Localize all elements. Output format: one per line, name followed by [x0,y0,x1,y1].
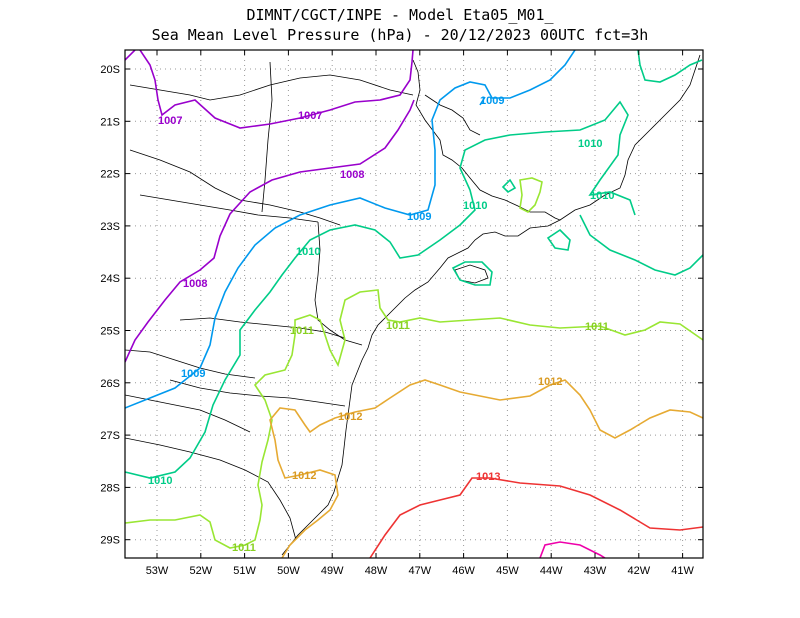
state-border-3 [139,194,319,223]
lat-label: 22S [100,169,120,181]
isobar-1010-a [125,100,636,479]
lon-label: 44W [540,565,563,577]
lat-label: 23S [100,221,120,233]
contour-label: 1010 [148,475,172,487]
lon-label: 41W [671,565,694,577]
lon-label: 43W [584,565,607,577]
contour-label: 1010 [578,138,602,150]
contour-label: 1010 [296,246,320,258]
isobar-1011-b [519,177,543,213]
coastline-and-borders [125,54,701,556]
isobar-1013 [369,477,703,558]
state-border-4 [261,61,273,213]
lat-label: 26S [100,378,120,390]
contour-label: 1012 [338,411,362,423]
isobar-1011-a [125,289,703,549]
contour-label: 1011 [386,320,410,332]
state-border-5 [314,221,363,346]
contour-label: 1012 [538,376,562,388]
lat-label: 20S [100,64,120,76]
lon-label: 47W [408,565,431,577]
isobar-1014 [539,541,606,558]
lon-label: 49W [321,565,344,577]
state-border-7 [169,379,346,407]
river-2 [424,94,481,136]
lon-label: 42W [627,565,650,577]
lon-label: 50W [277,565,300,577]
contour-label: 1011 [585,321,609,333]
map-title-line2: Sea Mean Level Pressure (hPa) - 20/12/20… [151,26,649,44]
isobar-contours [125,50,703,558]
contour-labels: 1007 1007 1008 1008 1009 1009 1009 1010 … [148,95,614,554]
lon-label: 52W [189,565,212,577]
contour-label: 1007 [298,110,322,122]
lat-label: 25S [100,326,120,338]
isobar-1007-b [125,50,136,61]
latitude-labels: 20S 21S 22S 23S 24S 25S 26S 27S 28S 29S [100,64,120,547]
map-frame [124,49,704,559]
state-border-6 [179,317,346,339]
longitude-labels: 53W 52W 51W 50W 49W 48W 47W 46W 45W 44W 43W 42W 41W [146,565,695,577]
isobar-1010-f [501,178,517,193]
lat-label: 29S [100,535,120,547]
lat-lon-grid [125,50,703,558]
contour-label: 1011 [232,542,256,554]
isobar-1009-b [479,96,486,106]
isobar-1010-d [579,214,703,276]
contour-label: 1008 [340,169,364,181]
lon-label: 46W [452,565,475,577]
isobar-1010-c [546,228,571,251]
contour-label: 1010 [590,190,614,202]
contour-label: 1009 [181,368,205,380]
lon-label: 48W [365,565,388,577]
lat-label: 24S [100,273,120,285]
state-border-1 [129,74,414,101]
isobar-1009-a [125,50,576,409]
contour-label: 1011 [290,325,314,337]
isobar-1007-a [139,50,414,129]
axis-ticks [125,50,703,558]
contour-label: 1012 [292,470,316,482]
isobar-1012-a [269,379,703,558]
contour-label: 1009 [407,211,431,223]
coastline-north [559,54,701,221]
isobar-1010-e [451,261,493,286]
contour-label: 1010 [463,200,487,212]
isobar-1010-b [637,50,703,83]
lon-label: 51W [233,565,256,577]
contour-label: 1007 [158,115,182,127]
country-border-1 [125,349,256,379]
isobar-1008 [125,99,415,363]
lat-label: 21S [100,116,120,128]
contour-label: 1008 [183,278,207,290]
contour-label: 1013 [476,471,500,483]
country-border-2 [125,437,297,541]
lon-label: 53W [146,565,169,577]
lat-label: 27S [100,430,120,442]
lat-label: 28S [100,482,120,494]
contour-label: 1009 [480,95,504,107]
map-title-line1: DIMNT/CGCT/INPE - Model Eta05_M01_ [246,6,554,24]
state-border-2 [129,149,341,226]
lon-label: 45W [496,565,519,577]
